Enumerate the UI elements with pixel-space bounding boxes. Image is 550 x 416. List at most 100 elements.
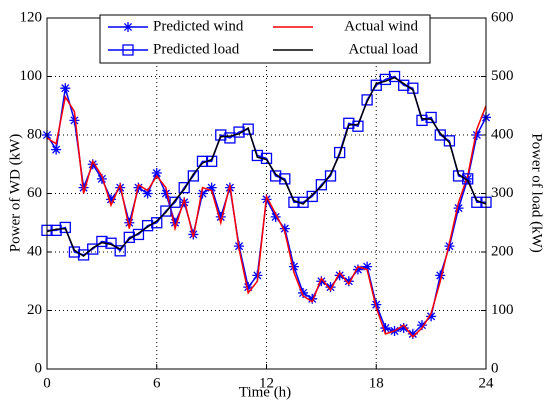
legend-box: [99, 14, 431, 64]
marker: [306, 190, 318, 203]
marker: [315, 179, 328, 191]
marker: [242, 123, 254, 135]
marker: [426, 311, 437, 322]
marker: [416, 114, 428, 127]
marker: [243, 282, 254, 293]
marker: [123, 231, 135, 244]
marker: [215, 211, 226, 222]
marker: [142, 188, 153, 199]
marker: [343, 276, 354, 287]
marker: [132, 228, 145, 241]
x-tick-label: 24: [479, 375, 495, 391]
marker: [187, 170, 199, 182]
marker: [334, 270, 345, 281]
series-line: [46, 94, 487, 338]
marker: [380, 323, 391, 334]
marker: [361, 94, 373, 106]
marker: [124, 217, 135, 228]
marker: [269, 170, 282, 182]
legend-label: Actual load: [348, 41, 418, 57]
marker: [106, 194, 117, 205]
marker: [170, 217, 181, 228]
marker: [251, 149, 264, 162]
marker: [169, 196, 181, 208]
marker: [324, 170, 337, 182]
y-tick-label: 120: [20, 9, 43, 25]
x-tick-label: 18: [369, 375, 384, 391]
marker: [352, 120, 364, 132]
marker: [215, 129, 227, 141]
marker: [279, 173, 291, 185]
marker: [206, 182, 217, 193]
y2-tick-label: 600: [491, 9, 514, 25]
marker: [307, 293, 318, 304]
y-tick-label: 100: [20, 68, 43, 84]
y-tick-label: 0: [35, 360, 43, 376]
x-tick-label: 12: [259, 375, 274, 391]
marker: [178, 181, 190, 194]
y2-tick-label: 300: [491, 185, 514, 201]
marker: [279, 223, 290, 234]
y-axis-label: Power of WD (kW): [7, 134, 23, 252]
marker: [160, 205, 172, 217]
legend-marker: [122, 44, 134, 56]
marker: [160, 188, 171, 199]
marker: [68, 246, 81, 258]
marker: [77, 249, 90, 261]
marker: [435, 270, 446, 281]
series-line: [47, 75, 486, 256]
legend-label: Actual wind: [344, 18, 418, 34]
marker: [334, 146, 346, 159]
marker: [96, 235, 108, 248]
marker: [434, 129, 446, 141]
marker: [87, 243, 99, 255]
marker: [51, 144, 62, 155]
x-axis-label: Time (h): [239, 384, 291, 400]
marker: [407, 328, 418, 339]
marker: [398, 323, 409, 334]
series-line: [46, 76, 487, 258]
marker: [141, 220, 154, 232]
legend-label: Predicted load: [153, 41, 240, 57]
y-tick-label: 80: [27, 126, 42, 142]
x-tick-label: 6: [153, 375, 161, 391]
y2-tick-label: 200: [491, 243, 514, 259]
marker: [298, 287, 309, 298]
y2-axis-label: Power of load (kW): [529, 133, 545, 253]
y-tick-label: 40: [27, 243, 42, 259]
marker: [416, 320, 427, 331]
marker: [114, 245, 126, 257]
marker: [325, 282, 336, 293]
x-tick-label: 0: [43, 375, 51, 391]
marker: [352, 264, 363, 275]
marker: [316, 276, 327, 287]
marker: [407, 82, 419, 94]
marker: [69, 115, 80, 126]
marker: [388, 70, 401, 83]
y-tick-label: 20: [27, 302, 42, 318]
marker: [87, 159, 98, 170]
marker: [462, 173, 474, 185]
marker: [452, 170, 465, 182]
marker: [224, 132, 236, 144]
y-tick-label: 60: [27, 185, 42, 201]
marker: [443, 135, 456, 147]
marker: [343, 117, 355, 129]
marker: [453, 203, 464, 214]
marker: [59, 221, 71, 234]
legend-label: Predicted wind: [153, 18, 244, 34]
y2-tick-label: 400: [491, 126, 514, 142]
marker: [60, 83, 71, 94]
y2-tick-label: 100: [491, 302, 514, 318]
marker: [96, 173, 107, 184]
marker: [233, 126, 245, 138]
marker: [370, 79, 382, 91]
marker: [270, 211, 281, 222]
marker: [288, 261, 299, 272]
marker: [425, 111, 437, 124]
legend-marker: [123, 22, 133, 32]
marker: [471, 130, 482, 140]
y2-tick-label: 500: [491, 68, 514, 84]
marker: [151, 168, 162, 179]
